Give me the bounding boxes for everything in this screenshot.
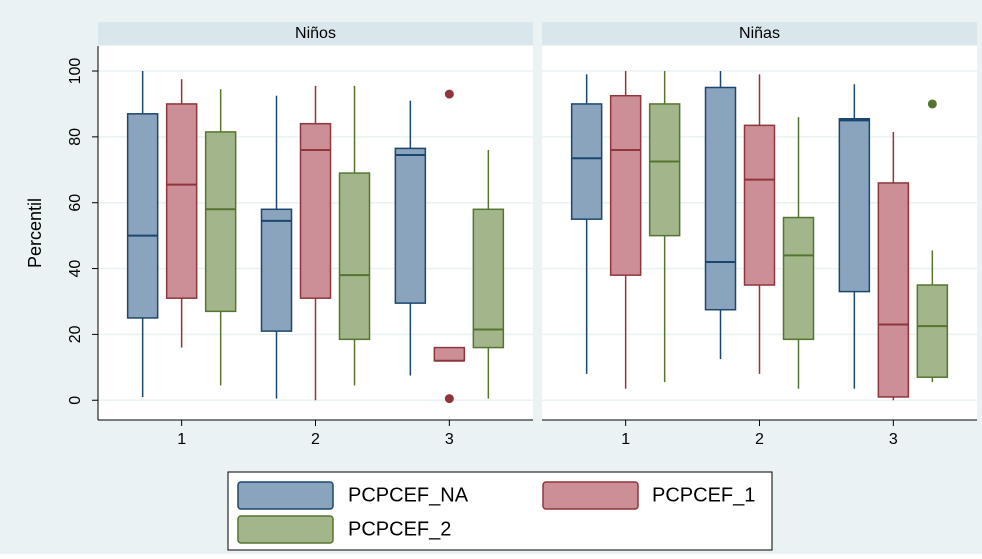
- y-axis-title: Percentil: [25, 198, 45, 268]
- y-tick-label: 20: [67, 325, 84, 343]
- panel-header: [542, 22, 977, 45]
- outlier: [927, 99, 937, 109]
- box: [609, 94, 642, 276]
- box: [204, 131, 237, 313]
- box: [838, 118, 871, 293]
- legend-swatch: [237, 481, 334, 510]
- box: [299, 122, 332, 299]
- box: [648, 103, 681, 237]
- box: [433, 346, 466, 362]
- panel-header: [98, 22, 533, 45]
- legend-label: PCPCEF_2: [348, 518, 451, 540]
- y-tick-label: 80: [67, 128, 84, 146]
- box: [570, 103, 603, 220]
- box: [338, 172, 371, 341]
- box: [260, 208, 293, 332]
- box: [126, 113, 159, 319]
- x-tick-label: 3: [445, 431, 454, 448]
- legend-label: PCPCEF_NA: [348, 484, 469, 506]
- legend-swatch: [542, 481, 639, 510]
- box: [472, 208, 505, 349]
- x-tick-label: 1: [177, 431, 186, 448]
- x-tick-label: 2: [311, 431, 320, 448]
- x-tick-label: 2: [755, 431, 764, 448]
- box: [743, 124, 776, 286]
- box: [782, 216, 815, 341]
- box: [394, 147, 427, 304]
- y-tick-label: 100: [67, 58, 84, 85]
- box: [877, 182, 910, 398]
- outlier: [444, 394, 454, 404]
- x-tick-label: 1: [621, 431, 630, 448]
- outlier: [444, 89, 454, 99]
- box: [916, 284, 949, 378]
- panel-title: Niños: [295, 25, 336, 42]
- x-tick-label: 3: [889, 431, 898, 448]
- legend-swatch: [237, 515, 334, 544]
- y-tick-label: 60: [67, 194, 84, 212]
- legend-label: PCPCEF_1: [652, 484, 755, 506]
- y-tick-label: 0: [67, 396, 84, 405]
- panel-title: Niñas: [739, 25, 780, 42]
- box: [704, 86, 737, 311]
- y-tick-label: 40: [67, 260, 84, 278]
- box: [165, 103, 198, 299]
